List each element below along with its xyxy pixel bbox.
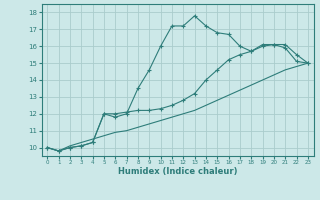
X-axis label: Humidex (Indice chaleur): Humidex (Indice chaleur)	[118, 167, 237, 176]
